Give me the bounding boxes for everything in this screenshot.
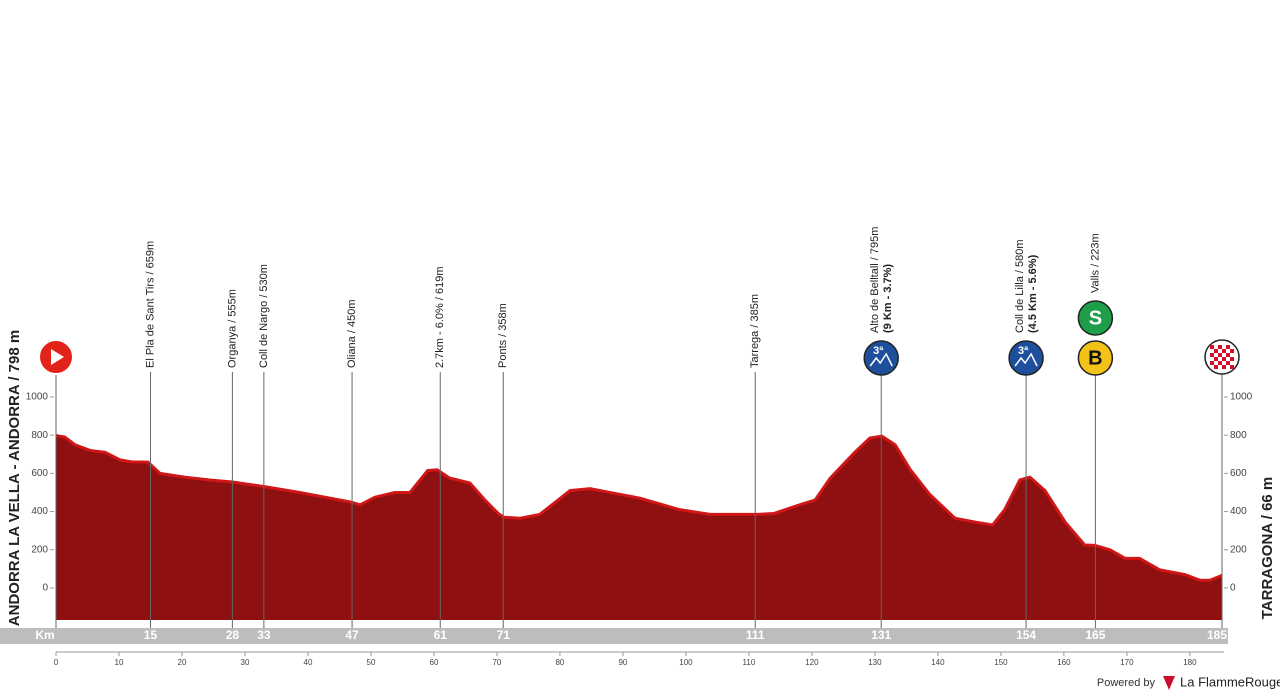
y-tick-label-right: 800 (1230, 430, 1247, 441)
waypoint-label: Ponts / 358m (497, 303, 509, 368)
x-tick-label: 80 (555, 658, 564, 667)
x-tick-label: 60 (430, 658, 439, 667)
x-tick-label: 70 (492, 658, 501, 667)
brand-name: La FlammeRouge (1180, 674, 1280, 689)
x-tick-label: 130 (868, 658, 882, 667)
y-tick-label: 1000 (26, 392, 49, 403)
waypoint-label: 2.7km - 6.0% / 619m (434, 267, 446, 369)
x-tick-label: 120 (805, 658, 819, 667)
finish-check (1222, 349, 1226, 353)
finish-check (1214, 349, 1218, 353)
y-tick-label: 400 (31, 506, 48, 517)
waypoint-km: 165 (1085, 628, 1105, 642)
waypoint-note: (4.5 Km - 5.6%) (1027, 254, 1039, 333)
waypoint-label: Coll de Lilla / 580m (1014, 239, 1026, 333)
waypoint-km: 131 (871, 628, 891, 642)
elevation-edge (55, 434, 1223, 582)
brand-logo (1163, 676, 1175, 690)
waypoint-label: Coll de Nargo / 530m (258, 264, 270, 368)
x-tick-label: 180 (1183, 658, 1197, 667)
y-tick-label: 600 (31, 468, 48, 479)
waypoint-km: 33 (257, 628, 271, 642)
waypoint-km: 28 (226, 628, 240, 642)
finish-check (1226, 345, 1230, 349)
finish-check (1230, 365, 1234, 369)
finish-check (1230, 357, 1234, 361)
y-tick-label: 0 (42, 583, 48, 594)
x-tick-label: 170 (1120, 658, 1134, 667)
finish-check (1218, 361, 1222, 365)
bonus-icon (1077, 340, 1114, 376)
waypoint-note: (9 Km - 3.7%) (882, 264, 894, 333)
x-tick-label: 150 (994, 658, 1008, 667)
waypoint-km: 15 (144, 628, 158, 642)
finish-check (1222, 357, 1226, 361)
waypoint-label: El Pla de Sant Tirs / 659m (144, 241, 156, 368)
finish-check (1210, 345, 1214, 349)
x-tick-label: 10 (115, 658, 124, 667)
finish-check (1222, 365, 1226, 369)
waypoint-label: Oliana / 450m (346, 300, 358, 368)
waypoint-km: 154 (1016, 628, 1036, 642)
waypoint-label: Organya / 555m (226, 289, 238, 368)
climb-icon (863, 340, 899, 376)
y-tick-label-right: 400 (1230, 506, 1247, 517)
sprint-letter: S (1089, 307, 1102, 329)
y-tick-label: 800 (31, 430, 48, 441)
climb-mountain (1014, 352, 1038, 367)
climb-mountain (869, 352, 893, 367)
waypoint-label: Alto de Belltall / 795m (869, 227, 881, 333)
waypoint-label: Tarrega / 385m (749, 294, 761, 368)
elevation-area (56, 435, 1222, 620)
finish-check (1214, 357, 1218, 361)
x-tick-label: 0 (54, 658, 59, 667)
finish-check (1218, 345, 1222, 349)
powered-by: Powered by (1097, 677, 1156, 689)
finish-check (1226, 353, 1230, 357)
finish-check (1226, 361, 1230, 365)
y-tick-label: 200 (31, 544, 48, 555)
x-tick-label: 110 (743, 658, 756, 667)
climb-category: 3ª (1018, 345, 1029, 357)
x-tick-label: 140 (931, 658, 945, 667)
climb-icon (1008, 340, 1044, 376)
sprint-icon (1077, 300, 1114, 336)
waypoint-km: 111 (746, 628, 765, 642)
x-tick-label: 40 (304, 658, 313, 667)
waypoint-label: Valls / 223m (1089, 233, 1101, 293)
x-tick-label: 100 (679, 658, 693, 667)
finish-label: TARRAGONA / 66 m (1259, 477, 1276, 620)
x-tick-label: 30 (241, 658, 250, 667)
start-label: ANDORRA LA VELLA - ANDORRA / 798 m (6, 330, 23, 626)
climb-category: 3ª (873, 345, 884, 357)
finish-check (1218, 353, 1222, 357)
finish-check (1210, 353, 1214, 357)
finish-check (1230, 349, 1234, 353)
x-tick-label: 20 (178, 658, 187, 667)
waypoint-km: 71 (497, 628, 511, 642)
x-tick-label: 160 (1057, 658, 1071, 667)
km-label: Km (35, 628, 54, 642)
finish-km: 185,1 (1207, 628, 1237, 642)
y-tick-label-right: 1000 (1230, 392, 1253, 403)
start-arrow (51, 349, 64, 365)
finish-check (1214, 365, 1218, 369)
y-tick-label-right: 0 (1230, 583, 1236, 594)
x-tick-label: 90 (618, 658, 627, 667)
km-bar (0, 628, 1228, 644)
bonus-letter: B (1088, 347, 1102, 369)
waypoint-km: 61 (434, 628, 448, 642)
y-tick-label-right: 200 (1230, 544, 1247, 555)
y-tick-label-right: 600 (1230, 468, 1247, 479)
waypoint-km: 47 (345, 628, 359, 642)
finish-check (1210, 361, 1214, 365)
x-tick-label: 50 (367, 658, 376, 667)
